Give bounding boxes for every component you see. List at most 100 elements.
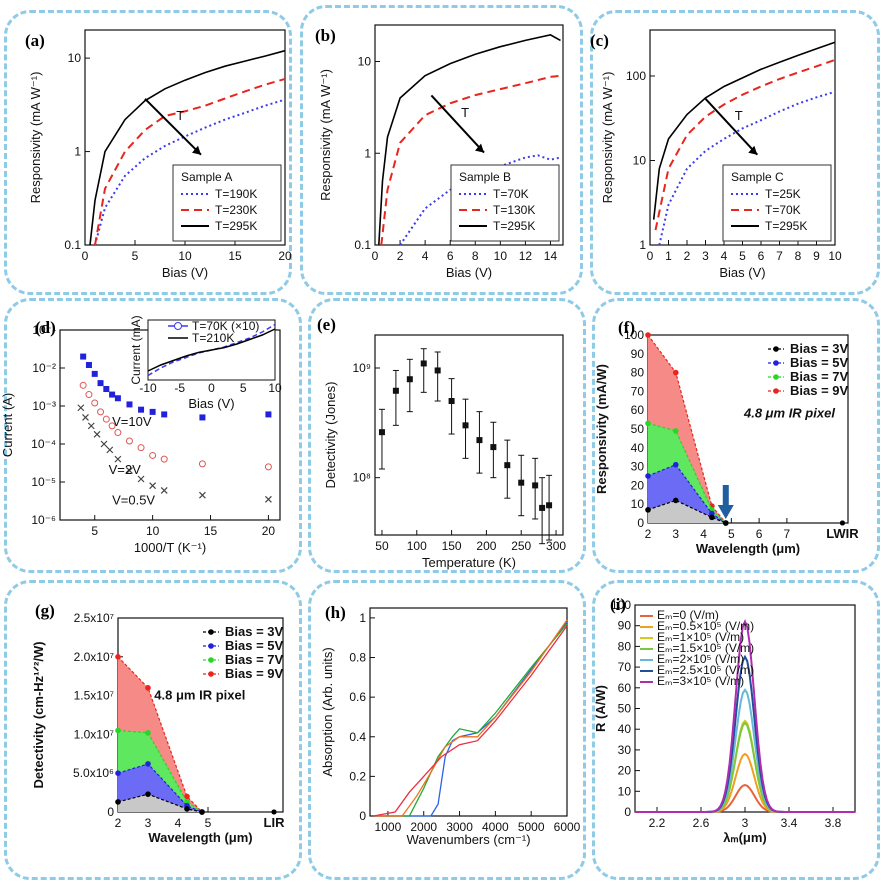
series-line [373, 625, 568, 817]
panel-d-frame [4, 298, 302, 573]
series-line [635, 688, 855, 813]
data-point [115, 727, 121, 734]
data-point [85, 361, 92, 368]
x-tick-label: 6 [758, 249, 765, 263]
legend-title: Sample B [459, 170, 511, 184]
legend-entry: Eₘ=0 (V/m) [657, 608, 719, 622]
x-tick-label: 3 [702, 249, 709, 263]
inset-legend-entry: T=70K (×10) [192, 319, 259, 333]
chart-e: 50 100 150 200 250 300 10⁸ 10⁹ Temperature (K) De… [317, 315, 566, 570]
x-tick-label: 10 [178, 249, 192, 263]
x-tick-label: 250 [511, 539, 531, 553]
y-tick-label: 100 [611, 598, 631, 612]
legend-entry: T=25K [765, 187, 801, 201]
x-tick-label: 300 [546, 539, 566, 553]
data-point [672, 461, 679, 468]
data-point [184, 793, 190, 800]
annotation-label: V=2V [109, 462, 141, 477]
x-axis-label: Wavenumbers (cm⁻¹) [406, 832, 530, 847]
x-tick-label: 200 [476, 539, 496, 553]
legend-entry: Bias = 9V [790, 383, 849, 398]
x-axis-label: Wavelength (μm) [148, 830, 252, 845]
legend-marker [773, 388, 779, 394]
data-point [161, 411, 168, 418]
series-line [94, 98, 286, 246]
legend-marker [773, 360, 779, 366]
legend-box [172, 164, 282, 242]
x-tick-label: 5 [132, 249, 139, 263]
y-tick-label: 60 [631, 403, 645, 417]
x-tick-label: 50 [375, 539, 389, 553]
series-line [117, 763, 203, 813]
data-point [198, 460, 206, 468]
data-point [145, 761, 151, 767]
y-tick-label: 100 [626, 69, 646, 83]
y-tick-label: 0.2 [349, 769, 366, 783]
series-line [658, 90, 836, 246]
data-point [490, 444, 497, 451]
legend-entry: T=70K [765, 203, 801, 217]
x-tick-label: 0 [82, 249, 89, 263]
series-line [635, 721, 855, 813]
plot-frame [369, 607, 568, 817]
series-line [94, 77, 286, 246]
legend-marker [208, 643, 214, 649]
data-point [103, 386, 110, 393]
y-tick-label: 10 [68, 51, 82, 65]
legend-entry: Bias = 5V [225, 638, 284, 653]
legend-entry: Eₘ=3×10⁵ (V/m) [657, 674, 744, 688]
data-point [709, 514, 715, 521]
x-tick-label: 5 [205, 816, 212, 830]
data-point [115, 654, 121, 660]
data-point [145, 685, 151, 691]
panel-a-frame [4, 10, 292, 295]
y-tick-label: 1.0x10⁷ [74, 727, 114, 741]
y-tick-label: 10 [633, 153, 647, 167]
data-point [434, 367, 441, 374]
legend-entry: Bias = 7V [225, 652, 284, 667]
legend-entry: Bias = 9V [225, 666, 284, 681]
panel-c-frame [590, 10, 880, 295]
temperature-label: T [735, 108, 743, 123]
x-tick-label: 10 [494, 249, 508, 263]
y-tick-label: 50 [618, 702, 632, 716]
panel-e-frame [308, 298, 586, 573]
legend-marker [773, 374, 779, 380]
data-point [137, 475, 145, 483]
chart-d: 5 10 15 20 10⁻⁶ 10⁻⁵ 10⁻⁴ 10⁻³ 10⁻² 10⁻¹ 1000/T (K… [0, 315, 282, 555]
x-tick-label: 20 [262, 524, 276, 538]
x-tick-label: 3.8 [825, 816, 842, 830]
legend-box [450, 164, 560, 242]
series-area [648, 500, 726, 523]
panel-f-frame [592, 298, 880, 573]
series-line [117, 656, 203, 813]
data-point [108, 422, 116, 430]
data-point [149, 451, 157, 459]
temperature-label: T [461, 105, 469, 120]
y-tick-label: 10⁹ [353, 361, 372, 375]
y-axis-label: Detectivity (Jones) [323, 382, 338, 489]
panel-h-frame [308, 580, 586, 880]
x-tick-label: 12 [519, 249, 533, 263]
pixel-annotation: 4.8 μm IR pixel [743, 406, 835, 421]
y-tick-label: 90 [618, 619, 632, 633]
y-tick-label: 10 [358, 55, 372, 69]
y-tick-label: 0.1 [64, 238, 81, 252]
data-point [87, 422, 95, 430]
series-line [647, 463, 727, 524]
y-tick-label: 10⁻³ [32, 399, 56, 413]
inset-x-tick-label: -10 [139, 381, 157, 395]
panel-label: (f) [618, 318, 635, 337]
data-point [546, 502, 553, 509]
x-tick-label: 3 [742, 816, 749, 830]
x-tick-label: 1 [665, 249, 672, 263]
y-tick-label: 0.4 [349, 730, 366, 744]
data-point [406, 376, 413, 383]
x-tick-label: 6 [447, 249, 454, 263]
data-point [476, 437, 483, 444]
y-tick-label: 2.5x10⁷ [74, 611, 114, 625]
y-tick-label: 100 [624, 328, 644, 342]
series-line [117, 793, 203, 813]
wavelength-arrowhead [717, 505, 734, 519]
